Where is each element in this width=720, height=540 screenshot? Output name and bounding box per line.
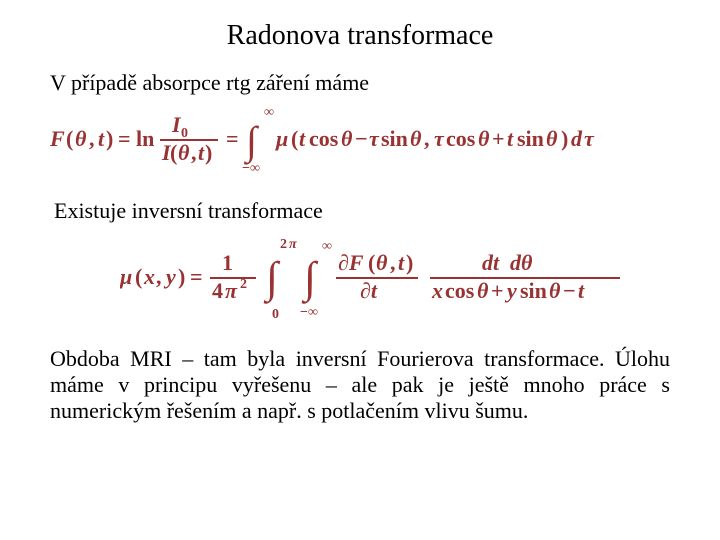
svg-text:t: t xyxy=(507,126,514,151)
svg-text:(: ( xyxy=(135,264,142,289)
svg-text:ln: ln xyxy=(136,126,154,151)
svg-text:): ) xyxy=(178,264,185,289)
svg-text:t: t xyxy=(98,126,105,151)
equation-1: F ( θ , t ) = ln I 0 I ( θ , t ) = xyxy=(50,104,670,174)
eq2-group: μ ( x , y ) = 1 4 π 2 ∫ 2 π 0 ∫ ∞ xyxy=(120,237,620,322)
page-title: Radonova transformace xyxy=(50,20,670,52)
svg-text:F: F xyxy=(50,126,65,151)
svg-text:2: 2 xyxy=(240,277,247,292)
svg-text:t: t xyxy=(299,126,306,151)
svg-text:∫: ∫ xyxy=(243,118,260,165)
svg-text:d: d xyxy=(571,126,583,151)
svg-text:sin: sin xyxy=(517,126,544,151)
svg-text:x: x xyxy=(143,264,155,289)
svg-text:): ) xyxy=(205,140,212,165)
svg-text:cos: cos xyxy=(446,126,476,151)
svg-text:∂t: ∂t xyxy=(360,278,378,303)
svg-text:,: , xyxy=(424,126,430,151)
svg-text:=: = xyxy=(190,264,203,289)
closing-paragraph: Obdoba MRI – tam byla inversní Fourierov… xyxy=(50,346,670,424)
svg-text:+: + xyxy=(491,278,504,303)
svg-text:cos: cos xyxy=(309,126,339,151)
svg-text:θ: θ xyxy=(341,126,353,151)
svg-text:=: = xyxy=(226,126,239,151)
svg-text:∞: ∞ xyxy=(264,105,274,120)
svg-text:0: 0 xyxy=(272,307,279,322)
svg-text:θ: θ xyxy=(75,126,87,151)
svg-text:2: 2 xyxy=(280,237,287,252)
svg-text:θ: θ xyxy=(546,126,558,151)
svg-text:t: t xyxy=(578,278,585,303)
svg-text:1: 1 xyxy=(222,250,233,275)
svg-text:−: − xyxy=(563,278,576,303)
svg-text:∂F: ∂F xyxy=(338,250,364,275)
svg-text:μ: μ xyxy=(275,126,288,151)
svg-text:,: , xyxy=(156,264,162,289)
svg-text:0: 0 xyxy=(181,126,188,141)
svg-text:,: , xyxy=(390,250,396,275)
svg-text:dt: dt xyxy=(482,250,500,275)
svg-text:τ: τ xyxy=(584,126,595,151)
equation-2-svg: μ ( x , y ) = 1 4 π 2 ∫ 2 π 0 ∫ ∞ xyxy=(120,232,640,322)
intro-line-1: V případě absorpce rtg záření máme xyxy=(50,70,670,96)
svg-text:θ: θ xyxy=(376,250,388,275)
svg-text:∫: ∫ xyxy=(301,253,319,304)
svg-text:y: y xyxy=(163,264,176,289)
svg-text:τ: τ xyxy=(369,126,380,151)
eq1-group: F ( θ , t ) = ln I 0 I ( θ , t ) = xyxy=(50,105,595,174)
svg-text:(: ( xyxy=(66,126,73,151)
svg-text:(: ( xyxy=(368,250,375,275)
svg-text:μ: μ xyxy=(120,264,132,289)
svg-text:(: ( xyxy=(170,140,177,165)
svg-text:sin: sin xyxy=(520,278,547,303)
svg-text:θ: θ xyxy=(178,140,190,165)
svg-text:): ) xyxy=(406,250,413,275)
svg-text:∞: ∞ xyxy=(322,239,332,254)
svg-text:−: − xyxy=(355,126,368,151)
svg-text:(: ( xyxy=(291,126,298,151)
svg-text:−∞: −∞ xyxy=(300,305,318,320)
svg-text:θ: θ xyxy=(477,278,489,303)
intro-line-2: Existuje inversní transformace xyxy=(54,198,670,224)
svg-text:π: π xyxy=(225,278,238,303)
equation-2: μ ( x , y ) = 1 4 π 2 ∫ 2 π 0 ∫ ∞ xyxy=(120,232,670,322)
svg-text:sin: sin xyxy=(381,126,408,151)
svg-text:θ: θ xyxy=(478,126,490,151)
svg-text:π: π xyxy=(289,237,297,252)
svg-text:+: + xyxy=(492,126,505,151)
svg-text:∫: ∫ xyxy=(263,253,281,304)
svg-text:θ: θ xyxy=(549,278,561,303)
svg-text:y: y xyxy=(504,278,517,303)
svg-text:t: t xyxy=(198,140,205,165)
svg-text:τ: τ xyxy=(434,126,445,151)
svg-text:dθ: dθ xyxy=(510,250,533,275)
equation-1-svg: F ( θ , t ) = ln I 0 I ( θ , t ) = xyxy=(50,104,670,174)
svg-text:t: t xyxy=(398,250,405,275)
svg-text:−∞: −∞ xyxy=(242,161,260,174)
svg-text:,: , xyxy=(191,140,197,165)
svg-text:cos: cos xyxy=(445,278,475,303)
svg-text:4: 4 xyxy=(212,278,223,303)
slide: Radonova transformace V případě absorpce… xyxy=(0,0,720,540)
svg-text:): ) xyxy=(106,126,113,151)
svg-text:,: , xyxy=(89,126,95,151)
svg-text:x: x xyxy=(431,278,443,303)
svg-text:): ) xyxy=(561,126,568,151)
svg-text:θ: θ xyxy=(410,126,422,151)
svg-text:=: = xyxy=(118,126,131,151)
